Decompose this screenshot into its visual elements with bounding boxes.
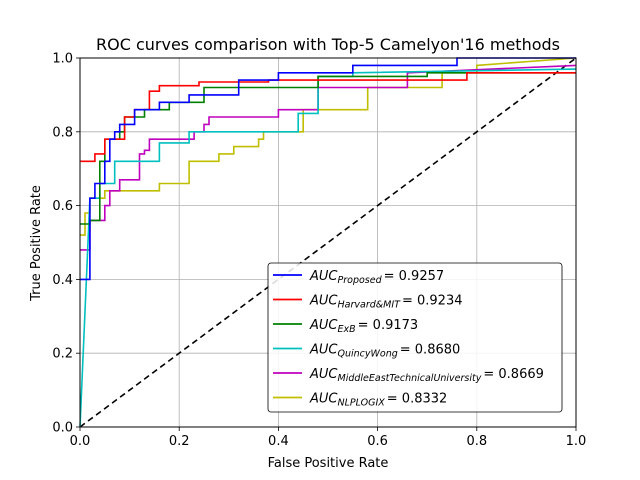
y-tick-label: 0.0 [52,421,73,436]
y-tick-label: 0.6 [52,199,73,214]
axis-ticks: 0.0 0.2 0.4 0.6 0.8 1.0 0.0 0.2 0.4 0.6 0.8 1.0 [52,52,586,450]
y-tick-label: 0.2 [52,347,73,362]
chance-diagonal-line [79,57,577,428]
legend-entry: AUCHarvard&MIT = 0.9234 [309,294,462,311]
grid-lines [79,57,577,428]
y-axis-label: True Positive Rate [29,185,44,302]
legend-box [267,262,563,413]
legend-entry: AUCQuincyWong = 0.8680 [309,343,460,360]
legend: AUCProposed = 0.9257 AUCHarvard&MIT = 0.923… [267,262,563,413]
legend-entry: AUCMiddleEastTechnicalUniversity = 0.8669 [309,367,544,384]
y-tick-label: 1.0 [52,52,73,67]
y-tick-label: 0.8 [52,125,73,140]
x-axis-label: False Positive Rate [268,456,389,471]
roc-curve-middleeasttechnicaluniversity [80,64,577,251]
chart-title: ROC curves comparison with Top-5 Camelyo… [96,35,560,54]
x-tick-label: 0.0 [70,434,91,449]
plot-frame [79,57,577,428]
roc-series [79,57,577,428]
y-tick-label: 0.4 [52,273,73,288]
roc-curve-proposed [80,57,576,281]
legend-entry: AUCExB = 0.9173 [309,318,418,335]
x-tick-label: 0.2 [169,434,190,449]
legend-entry: AUCProposed = 0.9257 [309,269,444,286]
x-tick-label: 0.8 [466,434,487,449]
x-tick-label: 0.6 [367,434,388,449]
x-tick-label: 1.0 [566,434,587,449]
legend-entry: AUCNLPLOGIX = 0.8332 [309,392,447,409]
x-tick-label: 0.4 [268,434,289,449]
